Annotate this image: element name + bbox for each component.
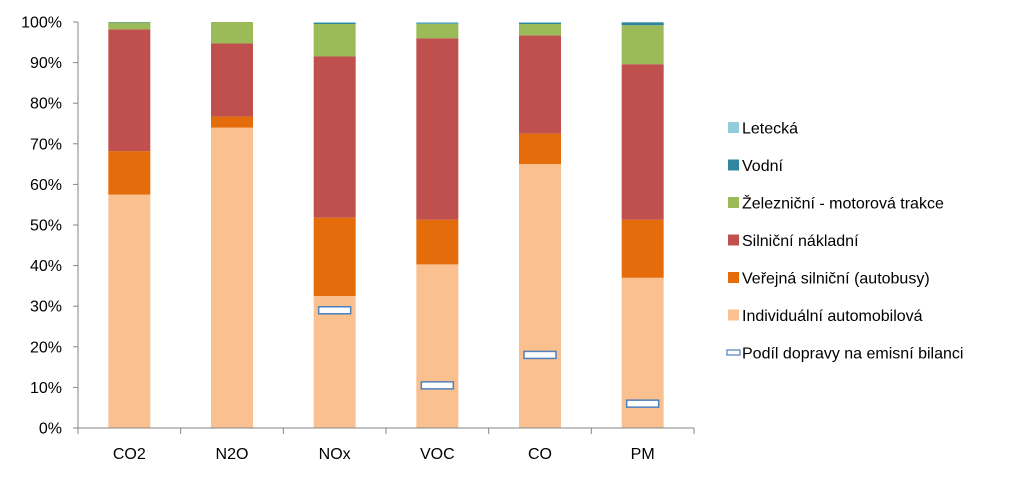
y-tick-label: 30% bbox=[30, 299, 62, 316]
bar-segment-co2-0 bbox=[108, 194, 151, 428]
bar-segment-pm-4 bbox=[621, 22, 664, 26]
marker-voc bbox=[420, 381, 455, 390]
x-tick-label: NOx bbox=[319, 446, 351, 463]
bar-segment-co2-1 bbox=[108, 151, 151, 195]
marker-nox bbox=[317, 306, 352, 315]
bar-segment-nox-4 bbox=[313, 22, 356, 25]
bar-segment-pm-1 bbox=[621, 219, 664, 278]
legend-swatch bbox=[728, 309, 739, 321]
legend: Letecká Vodní Železniční - motorová trakce… bbox=[726, 121, 963, 363]
bar-segment-voc-5 bbox=[416, 22, 459, 24]
bar-segment-co-5 bbox=[519, 22, 561, 23]
y-tick-label: 100% bbox=[21, 15, 62, 32]
y-tick-label: 60% bbox=[30, 177, 62, 194]
bar-segment-nox-2 bbox=[313, 56, 356, 218]
marker-pm bbox=[625, 399, 660, 408]
bar-segment-co2-2 bbox=[108, 29, 151, 152]
bar-segment-n2o-0 bbox=[211, 127, 253, 428]
bar-segment-co-3 bbox=[519, 24, 561, 36]
bar-segment-n2o-2 bbox=[211, 43, 253, 117]
y-tick-label: 50% bbox=[30, 218, 62, 235]
legend-label: Železniční - motorová trakce bbox=[742, 194, 944, 213]
bar-segment-nox-0 bbox=[313, 296, 356, 428]
y-tick-label: 0% bbox=[39, 421, 62, 438]
x-tick-label: PM bbox=[631, 446, 655, 463]
bar-segment-pm-2 bbox=[621, 64, 664, 220]
y-tick-label: 90% bbox=[30, 55, 62, 72]
y-tick-label: 10% bbox=[30, 380, 62, 397]
bar-segment-n2o-1 bbox=[211, 116, 253, 128]
bars-group bbox=[108, 22, 664, 428]
legend-swatch bbox=[728, 159, 739, 171]
y-tick-label: 40% bbox=[30, 258, 62, 275]
legend-label: Individuální automobilová bbox=[742, 308, 923, 325]
legend-swatch bbox=[728, 272, 739, 283]
y-tick-label: 70% bbox=[30, 136, 62, 153]
bar-segment-voc-4 bbox=[416, 23, 459, 25]
legend-swatch bbox=[728, 197, 739, 208]
bar-segment-voc-0 bbox=[416, 264, 459, 428]
bar-segment-co2-3 bbox=[108, 22, 151, 30]
bar-segment-co-0 bbox=[519, 164, 561, 428]
legend-label: Veřejná silniční (autobusy) bbox=[742, 271, 930, 288]
bar-segment-co-2 bbox=[519, 35, 561, 134]
bar-segment-voc-1 bbox=[416, 219, 459, 265]
bar-segment-pm-3 bbox=[621, 25, 664, 65]
axes-group: CO2 N2O NOx VOC CO PM 0% 10% 20% 30% 40% 50% 60% 70% 8… bbox=[21, 15, 695, 463]
legend-label: Vodní bbox=[742, 158, 783, 175]
bar-segment-voc-2 bbox=[416, 38, 459, 220]
marker-co bbox=[523, 350, 557, 360]
legend-label: Podíl dopravy na emisní bilanci bbox=[742, 346, 963, 363]
bar-segment-co-1 bbox=[519, 133, 561, 165]
x-tick-label: CO2 bbox=[113, 446, 146, 463]
bar-segment-voc-3 bbox=[416, 24, 459, 39]
bar-segment-n2o-3 bbox=[211, 22, 253, 44]
bar-segment-nox-5 bbox=[313, 22, 356, 23]
legend-label: Letecká bbox=[742, 121, 798, 138]
y-tick-label: 20% bbox=[30, 339, 62, 356]
legend-label: Silniční nákladní bbox=[742, 233, 859, 250]
legend-swatch bbox=[728, 122, 739, 133]
x-tick-label: VOC bbox=[420, 446, 455, 463]
x-tick-label: CO bbox=[528, 446, 552, 463]
y-tick-label: 80% bbox=[30, 96, 62, 113]
legend-swatch bbox=[728, 234, 739, 246]
bar-segment-co-4 bbox=[519, 22, 561, 25]
bar-segment-nox-1 bbox=[313, 217, 356, 297]
bar-segment-nox-3 bbox=[313, 24, 356, 57]
x-tick-label: N2O bbox=[216, 446, 249, 463]
markers-group bbox=[317, 306, 660, 408]
legend-swatch-marker bbox=[726, 349, 741, 356]
